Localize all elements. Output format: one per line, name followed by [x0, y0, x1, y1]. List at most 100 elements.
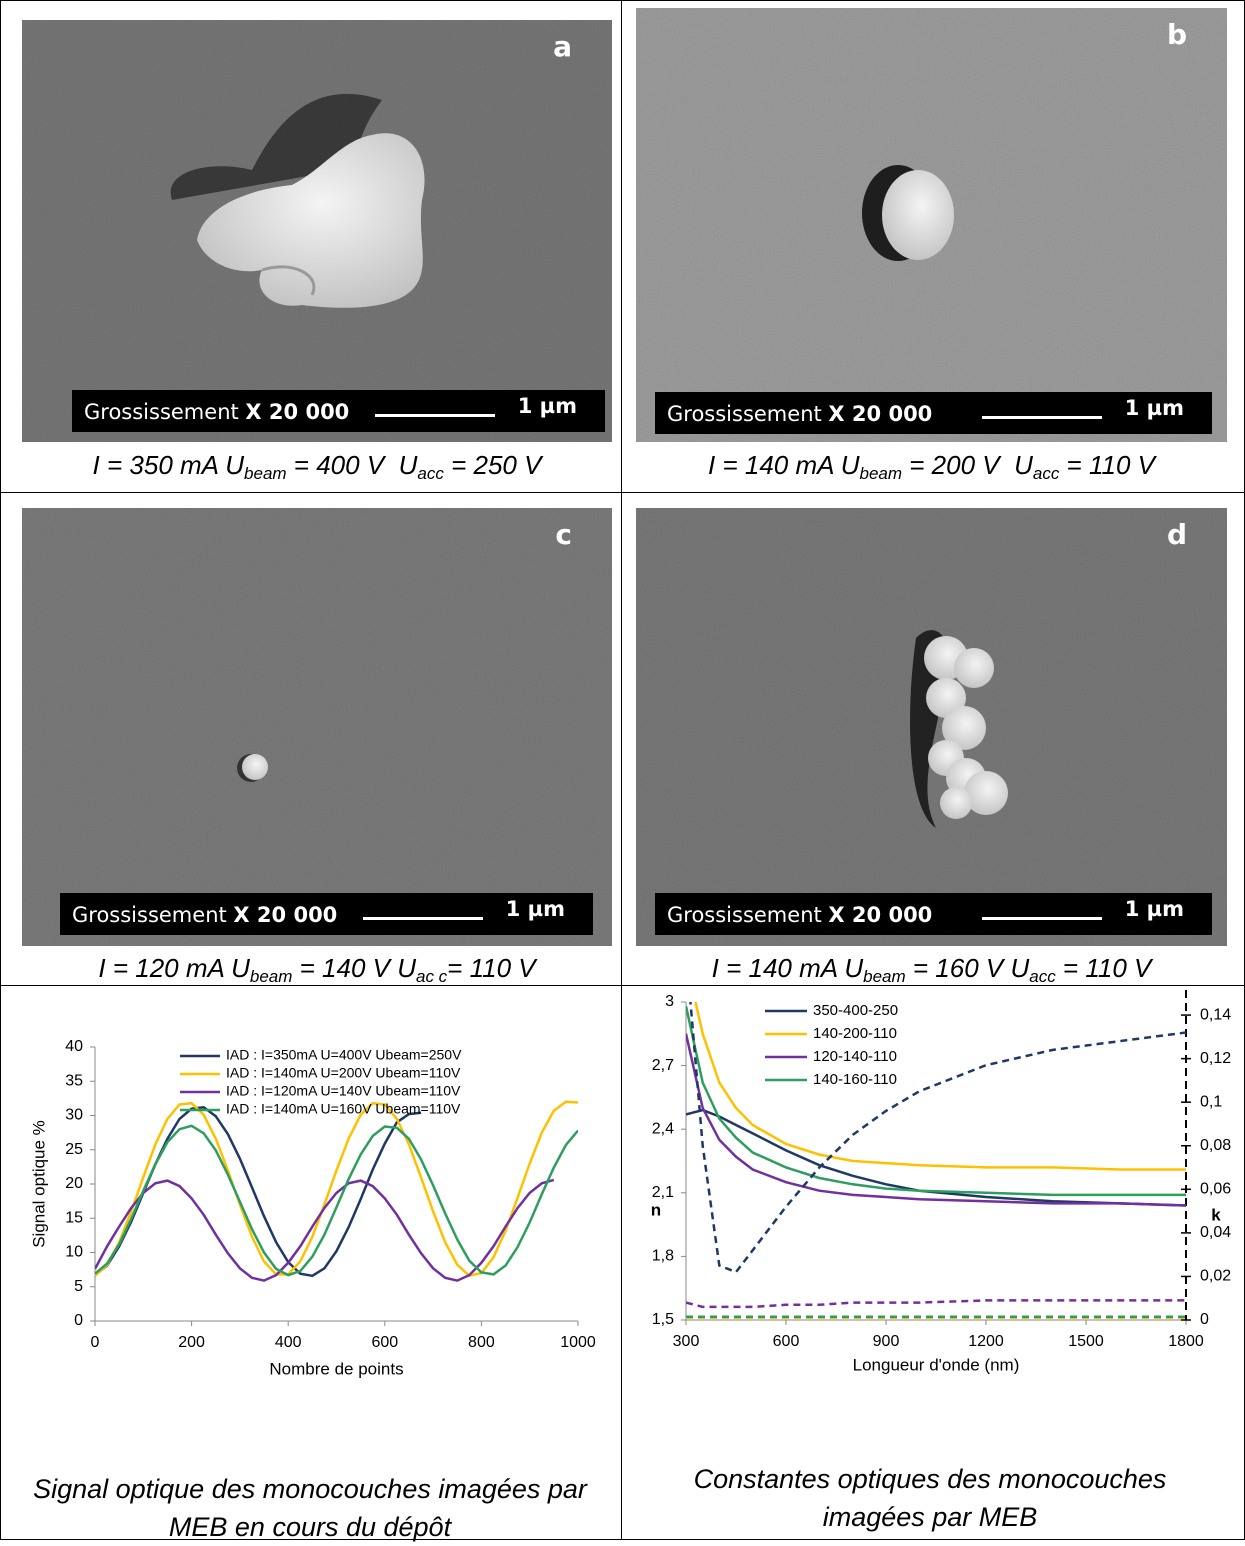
y-tick-label: 30	[65, 1107, 83, 1124]
x-tick-label: 600	[773, 1333, 800, 1350]
legend-label: 120-140-110	[813, 1048, 897, 1065]
table-border	[0, 0, 1, 1540]
caption-part: beam	[863, 967, 906, 986]
caption-part: = 400 V U	[286, 450, 418, 480]
magnification: Grossissement X 20 000	[72, 903, 337, 927]
scale-box: Grossissement X 20 000 1 µm	[655, 392, 1212, 434]
y2-tick-label: 0,04	[1200, 1224, 1231, 1241]
plot-area	[95, 1100, 578, 1282]
series-line	[95, 1100, 578, 1278]
series-line	[95, 1124, 578, 1277]
x-axis-label: Longueur d'onde (nm)	[853, 1355, 1020, 1374]
table-border	[0, 492, 1245, 493]
panel-label: d	[1166, 518, 1187, 551]
series-line	[686, 1299, 1186, 1309]
caption-part: I = 140 mA U	[711, 953, 864, 983]
magnification: Grossissement X 20 000	[667, 903, 932, 927]
caption-part: = 110 V	[1059, 450, 1155, 480]
sem-background	[636, 508, 1227, 946]
magnification-value: X 20 000	[828, 903, 933, 927]
x-tick-label: 300	[673, 1333, 700, 1350]
legend-label: IAD : I=350mA U=400V Ubeam=250V	[226, 1047, 462, 1063]
caption: I = 140 mA Ubeam = 160 V Uacc = 110 V	[636, 953, 1227, 986]
caption-part: = 200 V U	[902, 450, 1033, 480]
legend-label: IAD : I=140mA U=160V Ubeam=110V	[226, 1101, 461, 1117]
sem-background	[22, 508, 612, 946]
chart-caption: Constantes optiques des monocouches imag…	[693, 1464, 1167, 1532]
sem-image: b Grossissement X 20 000 1 µm	[636, 8, 1227, 442]
scale-label: 1 µm	[505, 897, 565, 921]
x-tick-label: 1200	[968, 1333, 1004, 1350]
y2-tick-label: 0,06	[1200, 1181, 1231, 1198]
caption-part: beam	[244, 464, 287, 483]
y-tick-label: 0	[74, 1312, 83, 1329]
legend-label: IAD : I=120mA U=140V Ubeam=110V	[226, 1083, 461, 1099]
legend-label: 350-400-250	[813, 1002, 898, 1019]
y2-tick-label: 0,12	[1200, 1050, 1231, 1067]
caption-part: I = 120 mA U	[98, 953, 250, 983]
y-tick-label: 3	[665, 993, 674, 1010]
caption-part: = 160 V U	[905, 953, 1030, 983]
y2-tick-label: 0,08	[1200, 1137, 1231, 1154]
panel-label: b	[1166, 18, 1187, 51]
magnification-label: Grossissement	[72, 903, 234, 927]
legend-label: 140-200-110	[813, 1025, 897, 1042]
scale-label: 1 µm	[517, 394, 577, 418]
sem-image: a Grossissement X 20 000 1 µm	[22, 20, 612, 442]
x-tick-label: 1500	[1068, 1333, 1104, 1350]
scale-label: 1 µm	[1124, 897, 1184, 921]
magnification-value: X 20 000	[828, 402, 933, 426]
caption-part: acc	[1032, 464, 1060, 483]
y-tick-label: 40	[65, 1038, 83, 1055]
sem-background	[636, 8, 1227, 442]
scale-bar	[375, 414, 495, 417]
panel-label: a	[553, 30, 572, 63]
y-tick-label: 35	[65, 1072, 83, 1089]
y-axis-label: Signal optique %	[29, 1120, 48, 1248]
y-tick-label: 25	[65, 1141, 83, 1158]
plot-area	[686, 1002, 1186, 1320]
sem-background	[22, 20, 612, 442]
caption-part: acc	[1029, 967, 1056, 986]
y-tick-label: 2,7	[652, 1057, 674, 1074]
x-axis-label: Nombre de points	[269, 1359, 403, 1378]
table-border	[0, 985, 1245, 986]
caption-part: acc	[417, 464, 444, 483]
magnification-label: Grossissement	[667, 402, 829, 426]
y2-tick-label: 0,02	[1200, 1268, 1231, 1285]
scale-box: Grossissement X 20 000 1 µm	[72, 390, 605, 432]
y-tick-label: 1,8	[652, 1248, 674, 1265]
series-line	[686, 1108, 1186, 1207]
series-line	[694, 1002, 1186, 1171]
caption-part: = 250 V	[443, 450, 542, 480]
series-line	[686, 1033, 1186, 1207]
y-tick-label: 15	[65, 1209, 83, 1226]
panel-label: c	[555, 518, 572, 551]
x-tick-label: 0	[91, 1334, 100, 1351]
scale-bar	[982, 917, 1102, 920]
caption-part: I = 350 mA U	[92, 450, 245, 480]
y-tick-label: 1,5	[652, 1311, 674, 1328]
y2-tick-label: 0	[1200, 1311, 1209, 1328]
magnification: Grossissement X 20 000	[667, 402, 932, 426]
y-tick-label: 10	[65, 1244, 83, 1261]
series-line	[686, 1005, 1186, 1197]
magnification-label: Grossissement	[667, 903, 829, 927]
series-line	[689, 1002, 1186, 1274]
x-tick-label: 800	[468, 1334, 495, 1351]
caption-part: = 110 V	[1055, 953, 1152, 983]
caption: I = 140 mA Ubeam = 200 V Uacc = 110 V	[636, 450, 1227, 483]
magnification-label: Grossissement	[84, 400, 246, 424]
x-tick-label: 1800	[1168, 1333, 1204, 1350]
caption-part: = 140 V U	[292, 953, 416, 983]
caption-part: = 110 V	[447, 953, 536, 983]
magnification-value: X 20 000	[245, 400, 350, 424]
scale-box: Grossissement X 20 000 1 µm	[655, 893, 1212, 935]
table-border	[621, 0, 622, 1540]
y-tick-label: 2,4	[652, 1120, 674, 1137]
y2-tick-label: 0,14	[1200, 1006, 1231, 1023]
x-tick-label: 600	[371, 1334, 398, 1351]
caption: I = 350 mA Ubeam = 400 V Uacc = 250 V	[22, 450, 612, 483]
